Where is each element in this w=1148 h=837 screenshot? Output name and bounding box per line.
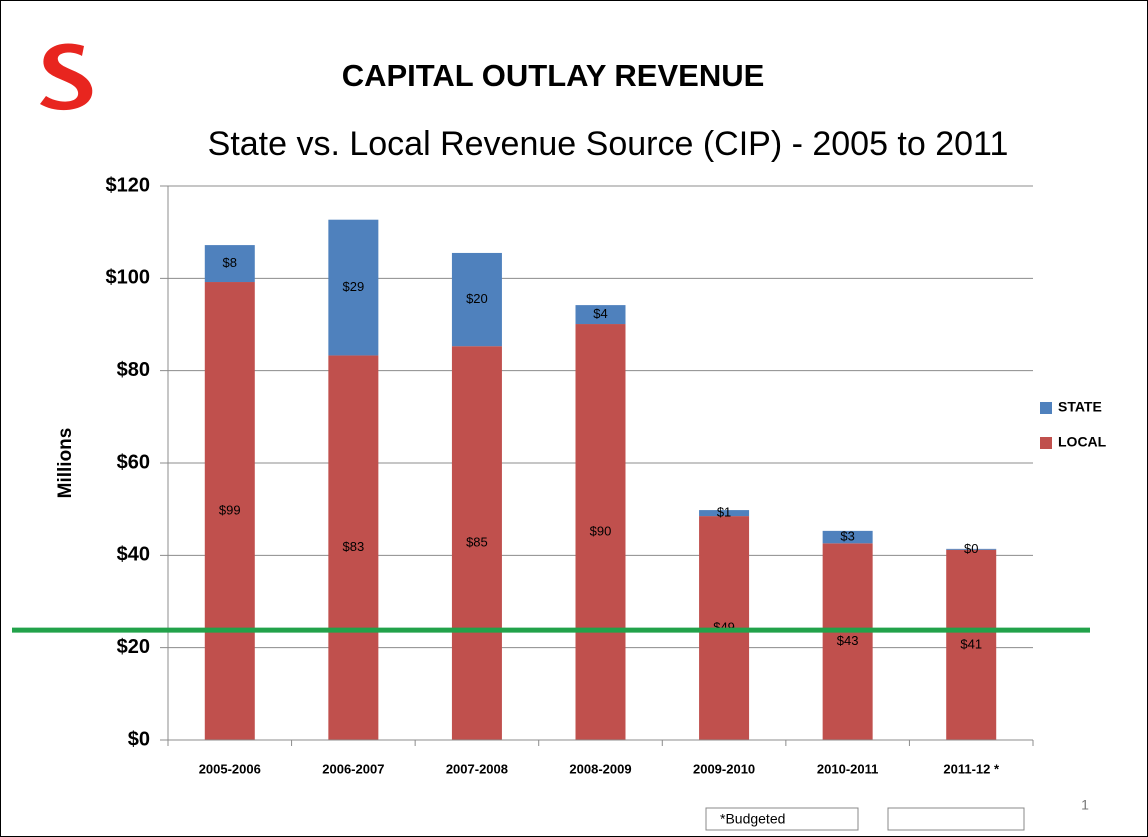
bar-segment (822, 530, 873, 544)
bar-segment (328, 219, 379, 356)
x-tick-label: 2005-2006 (199, 761, 261, 776)
page-number: 1 (1081, 797, 1089, 813)
bar-segment (451, 346, 502, 740)
y-axis-label: Millions (55, 428, 76, 499)
bar-segment (328, 355, 379, 740)
legend-swatch (1040, 402, 1052, 414)
legend-swatch (1040, 437, 1052, 449)
value-label: $20 (466, 291, 488, 306)
bar-segment (575, 305, 626, 325)
bar-segment (575, 324, 626, 740)
y-tick-label: $40 (117, 544, 150, 566)
value-label: $99 (219, 502, 241, 517)
y-tick-label: $60 (117, 451, 150, 473)
value-label: $4 (593, 306, 607, 321)
y-tick-label: $20 (117, 636, 150, 658)
chart-title: CAPITAL OUTLAY REVENUE (342, 58, 765, 93)
footnote-box (705, 807, 859, 831)
logo (40, 43, 93, 111)
footnote: *Budgeted (720, 811, 785, 827)
bar-segment (204, 245, 255, 283)
value-label: $43 (837, 633, 859, 648)
value-label: $41 (960, 636, 982, 651)
value-label: $3 (840, 529, 854, 544)
empty-box (887, 807, 1025, 831)
value-label: $1 (717, 505, 731, 520)
bar-segment (946, 549, 997, 740)
bar-segment (699, 510, 750, 517)
bar-segment (946, 548, 997, 550)
x-tick-label: 2010-2011 (817, 761, 878, 776)
y-tick-label: $120 (106, 174, 151, 196)
chart-subtitle: State vs. Local Revenue Source (CIP) - 2… (208, 125, 1009, 163)
value-label: $8 (223, 255, 237, 270)
x-tick-label: 2009-2010 (693, 761, 755, 776)
legend-label: LOCAL (1058, 434, 1107, 450)
x-tick-label: 2008-2009 (569, 761, 631, 776)
value-label: $90 (590, 523, 612, 538)
x-tick-label: 2007-2008 (446, 761, 508, 776)
value-label: $83 (343, 539, 365, 554)
value-label: $85 (466, 535, 488, 550)
x-tick-label: 2006-2007 (322, 761, 384, 776)
bar-segment (451, 252, 502, 347)
y-tick-label: $80 (117, 359, 150, 381)
bar-segment (822, 543, 873, 740)
y-tick-label: $100 (106, 267, 151, 289)
x-tick-label: 2011-12 * (943, 761, 1000, 776)
value-label: $29 (343, 279, 365, 294)
y-tick-label: $0 (128, 728, 150, 750)
bar-segment (204, 282, 255, 740)
value-label: $0 (964, 541, 978, 556)
legend-label: STATE (1058, 399, 1102, 415)
